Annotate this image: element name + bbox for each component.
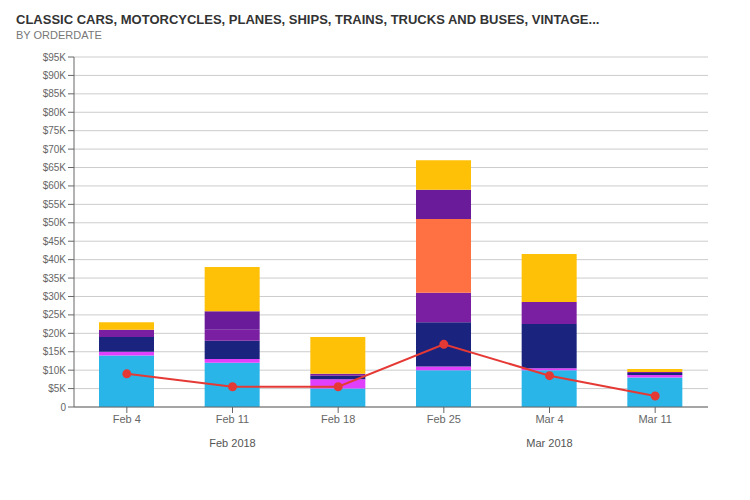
svg-text:$15K: $15K (43, 346, 67, 357)
html-text:Feb 2018: Feb 2018 (209, 437, 256, 449)
svg-text:Feb 11: Feb 11 (216, 413, 249, 425)
svg-text:$55K: $55K (43, 199, 67, 210)
svg-text:$85K: $85K (43, 88, 67, 99)
svg-text:Feb 18: Feb 18 (321, 413, 355, 425)
svg-text:Mar 4: Mar 4 (535, 413, 563, 425)
svg-text:$90K: $90K (43, 70, 67, 81)
svg-text:$25K: $25K (43, 309, 67, 320)
svg-text:Feb 4: Feb 4 (113, 413, 141, 425)
svg-text:$70K: $70K (43, 144, 67, 155)
svg-text:$80K: $80K (43, 107, 67, 118)
svg-text:$60K: $60K (43, 180, 67, 191)
svg-text:$45K: $45K (43, 236, 67, 247)
svg-text:$10K: $10K (43, 365, 67, 376)
svg-text:$30K: $30K (43, 291, 67, 302)
svg-text:$95K: $95K (43, 52, 67, 63)
svg-text:$65K: $65K (43, 162, 67, 173)
svg-text:$75K: $75K (43, 125, 67, 136)
svg-text:Feb 25: Feb 25 (427, 413, 461, 425)
html-text:BY ORDERDATE: BY ORDERDATE (16, 29, 102, 41)
svg-text:0: 0 (60, 402, 66, 413)
html-text:CLASSIC CARS, MOTORCYCLES, PLA: CLASSIC CARS, MOTORCYCLES, PLANES, SHIPS… (16, 12, 600, 27)
svg-text:$40K: $40K (43, 254, 67, 265)
svg-text:$35K: $35K (43, 273, 67, 284)
svg-text:$5K: $5K (48, 383, 66, 394)
svg-text:$50K: $50K (43, 217, 67, 228)
svg-text:Mar 11: Mar 11 (638, 413, 671, 425)
html-text:Mar 2018: Mar 2018 (526, 437, 573, 449)
svg-text:$20K: $20K (43, 328, 67, 339)
